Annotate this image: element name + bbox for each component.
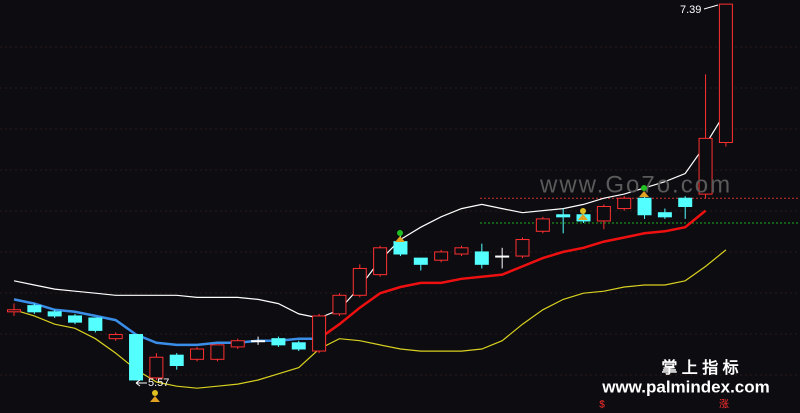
candle-body [149, 356, 164, 379]
candle-body [556, 214, 571, 218]
candle-body [27, 305, 42, 313]
icon [150, 185, 649, 402]
arrow [703, 4, 719, 10]
candle-body [373, 247, 388, 276]
candle-body [515, 239, 530, 257]
candle-body [393, 241, 408, 255]
candle-body [657, 212, 672, 218]
candle-body [413, 257, 428, 265]
candle-body [108, 334, 123, 340]
high-label: 7.39 [680, 4, 701, 16]
candle-body [88, 317, 103, 331]
candle-body [68, 315, 83, 323]
candle-body [230, 340, 245, 348]
indicator-line [318, 209, 707, 340]
candle-body [535, 218, 550, 232]
candle-body [129, 334, 144, 381]
signal: $ [599, 400, 605, 411]
candle-body [617, 197, 632, 210]
candle-body [271, 338, 286, 346]
candle-body [474, 251, 489, 265]
candle-body [251, 340, 266, 343]
candle-body [637, 197, 652, 216]
candle-body [718, 3, 733, 143]
candle-body [434, 251, 449, 261]
candle-body [454, 247, 469, 255]
candle-body [7, 309, 21, 313]
candle-body [210, 344, 225, 360]
signal: 涨 [719, 399, 729, 411]
candle-body [312, 315, 327, 352]
indicator-line [13, 298, 320, 347]
candle-body [352, 267, 367, 296]
candle-body [596, 206, 611, 222]
arrow [135, 379, 147, 387]
indicator-line [13, 249, 727, 389]
watermark: www.Go7o.com [539, 171, 732, 198]
grid [0, 46, 800, 376]
watermark: www.palmindex.com [601, 377, 770, 396]
candle-body [495, 255, 510, 258]
candle-body [332, 294, 347, 315]
low-label: 5.57 [148, 377, 169, 389]
candle-body [190, 348, 205, 360]
watermark: 掌 上 指 标 [661, 358, 738, 377]
candle-body [291, 342, 306, 350]
candle-body [47, 311, 62, 317]
candle-body [678, 197, 693, 208]
candle-body [698, 137, 713, 195]
indicator-line [13, 111, 727, 319]
candle-body [169, 354, 184, 367]
